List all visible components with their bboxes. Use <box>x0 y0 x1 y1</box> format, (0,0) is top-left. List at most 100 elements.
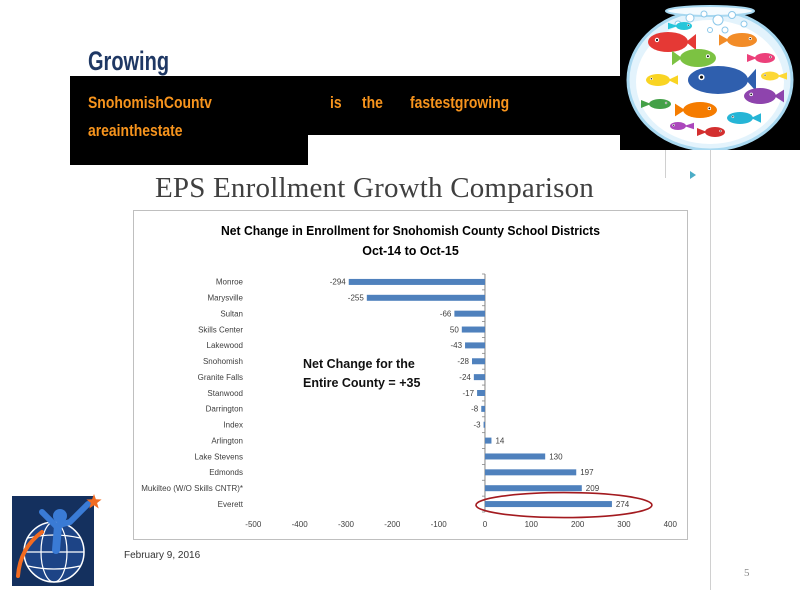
x-tick-label: 200 <box>571 520 585 529</box>
x-tick-label: -500 <box>245 520 262 529</box>
fish <box>761 71 787 81</box>
data-label: -294 <box>330 278 347 287</box>
fish <box>672 49 716 67</box>
fish-body <box>680 49 716 67</box>
fish-body <box>649 99 671 109</box>
fish <box>668 22 692 30</box>
fishbowl-rim <box>665 5 755 17</box>
fish-body <box>761 71 779 81</box>
district-logo-icon <box>12 494 102 586</box>
plot-area: Monroe -294 Marysville -255 Sultan -66 Skills … <box>141 273 678 529</box>
category-label: Granite Falls <box>198 373 243 382</box>
fish-tail <box>746 68 756 92</box>
fish-body <box>727 112 753 124</box>
category-label: Index <box>223 421 243 430</box>
fish-tail <box>668 22 678 30</box>
fish <box>670 122 694 130</box>
fish-tail <box>675 103 685 117</box>
fish <box>646 74 678 86</box>
fishbowl-icon <box>620 0 800 150</box>
fish-pupil <box>708 107 711 110</box>
callout-background <box>70 76 620 135</box>
page-number: 5 <box>744 567 750 579</box>
bubble <box>721 26 729 34</box>
decorative-marker-icon <box>690 171 696 179</box>
fish-pupil <box>673 124 675 126</box>
bubble <box>685 13 695 23</box>
data-label: -28 <box>457 357 469 366</box>
fish-group <box>641 10 787 137</box>
fish-pupil <box>706 55 709 58</box>
fish-body <box>646 74 670 86</box>
fish <box>688 66 756 94</box>
bar <box>481 405 485 412</box>
category-label: Sultan <box>220 309 243 318</box>
bar <box>465 342 485 349</box>
bubble <box>712 14 724 26</box>
fish-tail <box>672 50 682 66</box>
fish <box>747 53 775 63</box>
chart-title: Net Change in Enrollment for Snohomish C… <box>221 224 600 238</box>
data-label: 50 <box>450 325 459 334</box>
fish-body <box>755 53 775 63</box>
category-label: Monroe <box>216 278 244 287</box>
fish-pupil <box>719 130 722 132</box>
callout-word: SnohomishCountv <box>88 93 212 112</box>
x-tick-label: -300 <box>338 520 355 529</box>
bar <box>473 374 485 381</box>
bubble <box>707 27 713 33</box>
data-label: 209 <box>586 484 600 493</box>
bubble <box>700 10 708 18</box>
slide-title: EPS Enrollment Growth Comparison <box>155 172 594 204</box>
bar <box>484 437 492 444</box>
data-label: -66 <box>440 309 452 318</box>
decorative-rule <box>710 150 711 590</box>
fish <box>648 32 696 52</box>
star-icon <box>86 494 102 509</box>
fish-pupil <box>665 102 667 104</box>
category-label: Snohomish <box>203 357 243 366</box>
category-label: Marysville <box>207 294 243 303</box>
fish <box>697 127 725 137</box>
slide-date: February 9, 2016 <box>124 550 201 561</box>
fish-tail <box>697 128 707 136</box>
x-tick-label: -400 <box>292 520 309 529</box>
x-tick-label: -100 <box>431 520 448 529</box>
bar <box>348 278 485 285</box>
fish-body <box>688 66 748 94</box>
data-label: -8 <box>471 405 479 414</box>
fish-body <box>670 122 686 130</box>
fish-body <box>727 33 757 47</box>
category-label: Darrington <box>206 405 243 414</box>
x-tick-label: 100 <box>525 520 539 529</box>
data-label: -17 <box>463 389 475 398</box>
chart-subtitle: Oct-14 to Oct-15 <box>362 244 459 258</box>
bar-chart: Net Change in Enrollment for Snohomish C… <box>133 210 688 540</box>
fish-pupil <box>750 93 753 96</box>
fish-body <box>683 102 717 118</box>
callout-word: fastestgrowing <box>410 93 510 112</box>
data-label: -3 <box>473 421 481 430</box>
callout-word: the <box>362 93 383 112</box>
data-label: -43 <box>450 341 462 350</box>
bar <box>483 421 485 428</box>
bar <box>484 501 612 508</box>
x-tick-label: -200 <box>384 520 401 529</box>
category-label: Skills Center <box>198 325 243 334</box>
bubble <box>728 11 736 19</box>
fish-pupil <box>687 24 689 26</box>
bar <box>484 469 577 476</box>
fish-tail <box>747 54 757 62</box>
figure-head <box>53 509 67 523</box>
x-tick-label: 300 <box>617 520 631 529</box>
fish-pupil <box>769 56 772 58</box>
fish-tail <box>777 72 787 80</box>
fish-tail <box>641 100 651 108</box>
bar <box>484 485 582 492</box>
category-label: Lake Stevens <box>195 452 243 461</box>
bubble <box>740 20 748 28</box>
fish <box>641 99 671 109</box>
bar <box>461 326 485 333</box>
fish-tail <box>719 34 729 46</box>
